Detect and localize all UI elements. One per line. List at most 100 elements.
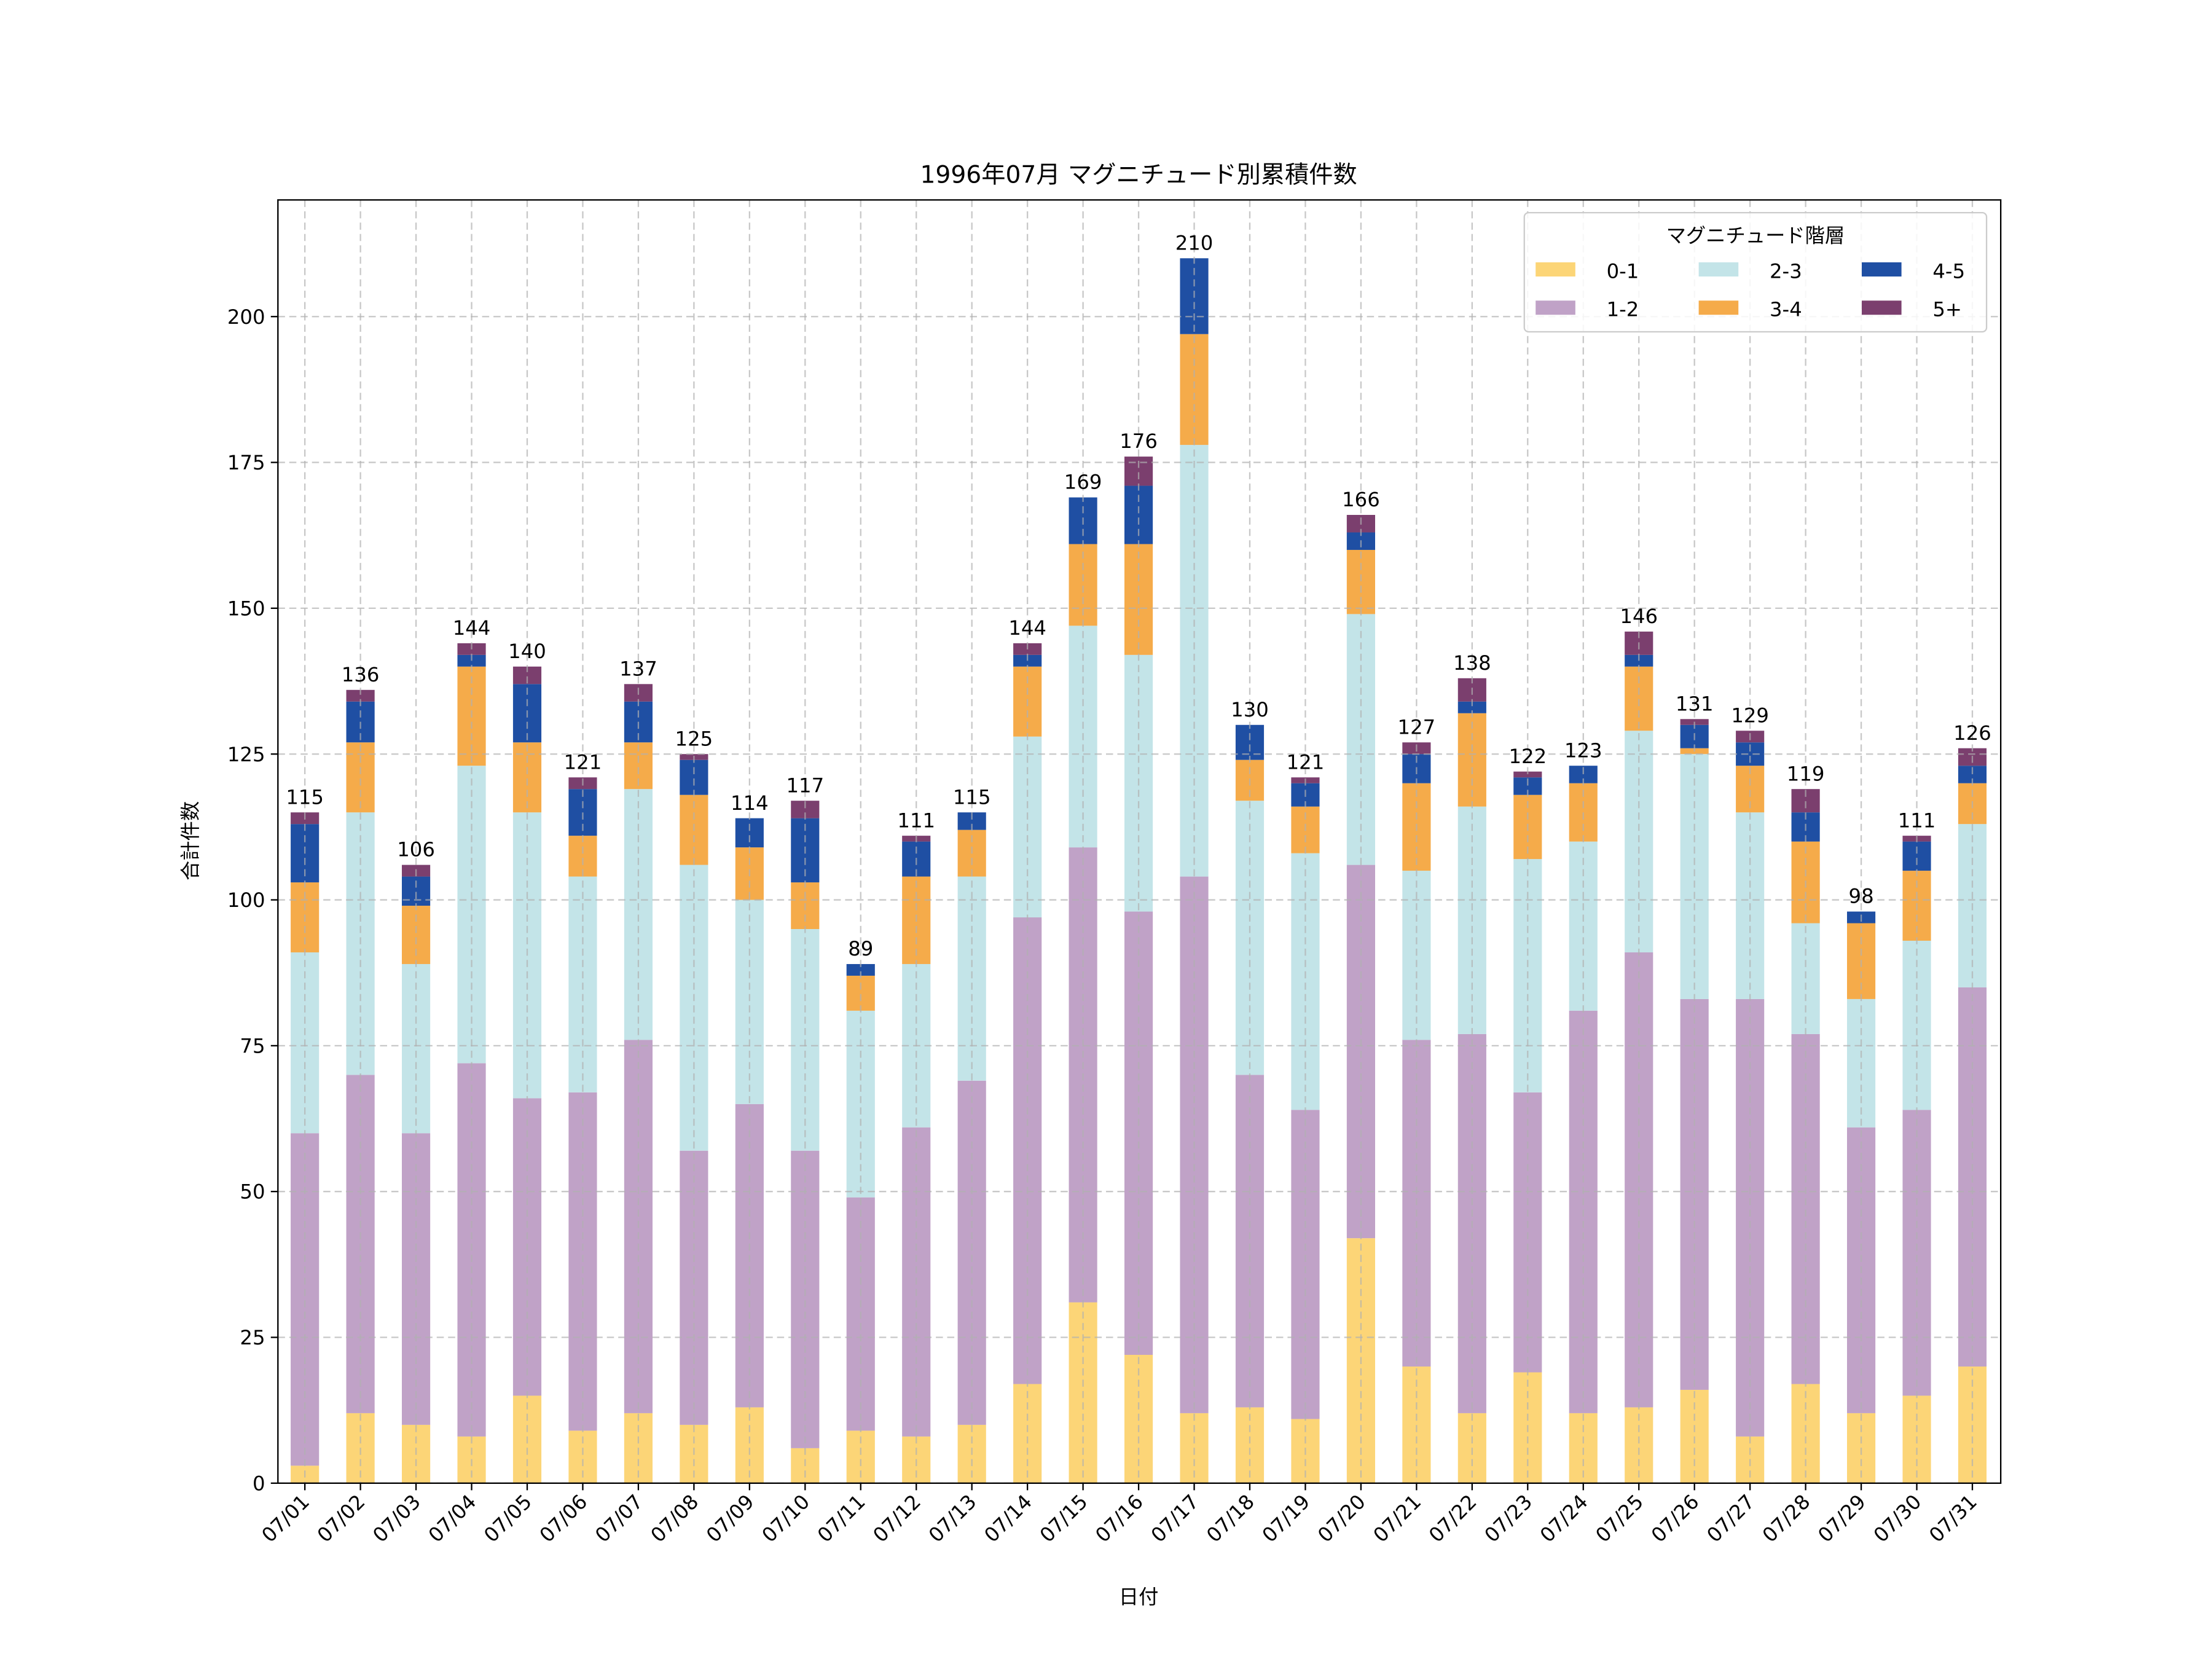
total-label: 138 [1453,651,1491,675]
legend: マグニチュード階層 0-1 1-2 2-3 3-4 4-5 5+ [1523,212,1988,333]
y-tick-label: 125 [227,743,265,766]
y-tick-label: 0 [253,1472,265,1495]
y-tick-label: 25 [240,1326,265,1349]
legend-swatch-1-2 [1535,300,1575,315]
bar-segment-0-1-07/14 [1013,1384,1042,1483]
total-label: 122 [1508,745,1547,768]
total-label: 117 [786,774,824,797]
bar-segment-2-3-07/03 [402,963,431,1134]
x-tick-label: 07/15 [1035,1490,1092,1547]
total-label: 111 [897,809,935,832]
bar-segment-5+-07/23 [1513,771,1542,778]
bar-segment-4-5-07/11 [846,963,875,976]
total-label: 123 [1564,739,1602,762]
x-tick-label: 07/09 [702,1490,759,1547]
y-tick-label: 175 [227,451,265,474]
bar-segment-4-5-07/09 [735,818,764,848]
total-label: 166 [1342,488,1380,511]
x-tick-label: 07/01 [257,1490,314,1547]
x-tick-label: 07/02 [313,1490,370,1547]
bar-segment-1-2-07/13 [957,1080,986,1425]
y-axis: 0 25 50 75 100 125 150 175 200 [227,305,278,1495]
y-tick-label: 200 [227,305,265,329]
x-tick-label: 07/05 [479,1490,536,1547]
x-tick-label: 07/14 [979,1490,1037,1547]
legend-label-3-4: 3-4 [1770,298,1802,321]
total-label: 119 [1787,762,1825,785]
bar-segment-2-3-07/13 [957,876,986,1081]
grid-layer [278,200,2001,1484]
total-label: 129 [1731,704,1769,727]
total-label: 106 [397,838,435,861]
bar-segment-5+-07/02 [346,689,375,702]
x-tick-label: 07/07 [590,1490,648,1547]
x-tick-label: 07/13 [924,1490,981,1547]
total-label: 121 [1287,750,1325,774]
y-tick-label: 150 [227,597,265,620]
x-tick-label: 07/26 [1647,1490,1704,1547]
bar-segment-4-5-07/22 [1457,701,1486,713]
x-tick-label: 07/25 [1591,1490,1648,1547]
bar-segment-0-1-07/28 [1791,1384,1820,1483]
total-label: 130 [1231,698,1269,721]
total-label: 144 [453,616,491,640]
x-axis-label: 日付 [1119,1585,1159,1609]
x-tick-label: 07/27 [1702,1490,1759,1547]
total-label: 121 [564,750,602,774]
x-tick-label: 07/03 [368,1490,425,1547]
total-label: 126 [1953,721,1991,745]
bar-segment-3-4-07/20 [1346,549,1375,614]
bar-segment-3-4-07/25 [1625,666,1653,731]
x-tick-label: 07/31 [1924,1490,1982,1547]
total-label: 114 [731,791,769,815]
bar-segment-2-3-07/09 [735,900,764,1104]
y-tick-label: 50 [240,1180,265,1204]
total-label: 144 [1008,616,1046,640]
legend-label-2-3: 2-3 [1770,259,1802,283]
legend-swatch-0-1 [1535,262,1575,276]
bar-segment-1-2-07/19 [1291,1110,1320,1419]
x-tick-label: 07/23 [1480,1490,1537,1547]
legend-swatch-5+ [1862,300,1902,315]
total-label: 176 [1120,429,1158,453]
x-tick-label: 07/06 [535,1490,592,1547]
legend-label-0-1: 0-1 [1607,259,1639,283]
legend-label-4-5: 4-5 [1932,259,1965,283]
legend-title: マグニチュード階層 [1666,224,1845,248]
bar-segment-4-5-07/08 [680,759,708,795]
x-tick-label: 07/12 [868,1490,925,1547]
x-tick-label: 07/04 [424,1490,481,1547]
bar-segment-2-3-07/19 [1291,853,1320,1110]
x-axis: 07/0107/0207/0307/0407/0507/0607/0707/08… [257,1483,1982,1547]
x-tick-label: 07/10 [758,1490,815,1547]
x-tick-label: 07/28 [1758,1490,1815,1547]
legend-swatch-3-4 [1698,300,1739,315]
x-tick-label: 07/08 [646,1490,704,1547]
x-tick-label: 07/24 [1535,1490,1593,1547]
total-label: 89 [848,937,873,960]
legend-swatch-4-5 [1862,262,1902,276]
x-tick-label: 07/17 [1147,1490,1204,1547]
bar-segment-4-5-07/30 [1902,841,1931,871]
x-tick-label: 07/19 [1258,1490,1315,1547]
x-tick-label: 07/11 [813,1490,870,1547]
y-axis-label: 合計件数 [179,801,202,880]
total-label: 169 [1064,471,1102,494]
bar-segment-1-2-07/30 [1902,1110,1931,1396]
y-tick-label: 75 [240,1034,265,1057]
total-label: 111 [1898,809,1936,832]
x-tick-label: 07/18 [1202,1490,1259,1547]
bar-segment-1-2-07/08 [680,1150,708,1425]
x-tick-label: 07/21 [1369,1490,1426,1547]
total-label: 136 [342,663,380,686]
x-tick-label: 07/20 [1313,1490,1370,1547]
legend-label-1-2: 1-2 [1607,298,1639,321]
total-label: 137 [619,657,657,680]
total-label: 146 [1620,605,1658,628]
bar-segment-2-3-07/30 [1902,940,1931,1110]
total-label: 115 [953,785,991,809]
total-label: 140 [508,640,546,663]
x-tick-label: 07/22 [1424,1490,1481,1547]
total-labels-layer: 115 136 106 144 140 121 137 125 114 117 89 111 115 14… [286,231,1991,960]
